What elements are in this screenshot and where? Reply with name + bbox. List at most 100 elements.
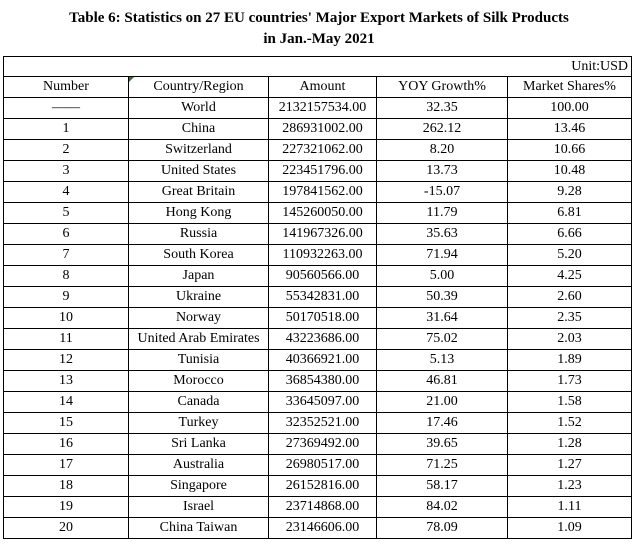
table-row: 19 Israel 23714868.00 84.02 1.11 xyxy=(3,496,633,518)
cell-yoy-growth: 39.65 xyxy=(376,433,508,455)
cell-number: 9 xyxy=(3,286,129,308)
header-number: Number xyxy=(3,76,129,98)
cell-amount: 26980517.00 xyxy=(268,454,377,476)
cell-country: China Taiwan xyxy=(128,517,269,539)
cell-number: 7 xyxy=(3,244,129,266)
cell-amount: 40366921.00 xyxy=(268,349,377,371)
table-row: 2 Switzerland 227321062.00 8.20 10.66 xyxy=(3,139,633,161)
cell-country: Japan xyxy=(128,265,269,287)
cell-country: United Arab Emirates xyxy=(128,328,269,350)
cell-number: 3 xyxy=(3,160,129,182)
cell-market-share: 1.27 xyxy=(506,454,633,476)
unit-row: Unit:USD xyxy=(2,56,633,77)
table-row: 8 Japan 90560566.00 5.00 4.25 xyxy=(3,265,633,287)
cell-amount: 33645097.00 xyxy=(268,391,377,413)
cell-country: World xyxy=(128,97,269,119)
cell-number: 18 xyxy=(3,475,129,497)
cell-yoy-growth: 31.64 xyxy=(376,307,508,329)
cell-market-share: 2.03 xyxy=(506,328,633,350)
cell-number: 11 xyxy=(3,328,129,350)
cell-number: 16 xyxy=(3,433,129,455)
cell-yoy-growth: 71.25 xyxy=(376,454,508,476)
cell-yoy-growth: 58.17 xyxy=(376,475,508,497)
cell-country: Singapore xyxy=(128,475,269,497)
table-row: 9 Ukraine 55342831.00 50.39 2.60 xyxy=(3,286,633,308)
cell-number: 2 xyxy=(3,139,129,161)
cell-yoy-growth: 50.39 xyxy=(376,286,508,308)
cell-number: 6 xyxy=(3,223,129,245)
cell-country: Sri Lanka xyxy=(128,433,269,455)
cell-market-share: 6.66 xyxy=(506,223,633,245)
cell-market-share: 10.48 xyxy=(506,160,633,182)
cell-number: 5 xyxy=(3,202,129,224)
cell-market-share: 1.09 xyxy=(506,517,633,539)
cell-country: Morocco xyxy=(128,370,269,392)
cell-amount: 286931002.00 xyxy=(268,118,377,140)
cell-number: 19 xyxy=(3,496,129,518)
cell-country: Great Britain xyxy=(128,181,269,203)
cell-country: Israel xyxy=(128,496,269,518)
table-title-line-1: Table 6: Statistics on 27 EU countries' … xyxy=(69,10,569,26)
cell-yoy-growth: 17.46 xyxy=(376,412,508,434)
cell-country: China xyxy=(128,118,269,140)
cell-yoy-growth: 84.02 xyxy=(376,496,508,518)
cell-country: Australia xyxy=(128,454,269,476)
cell-market-share: 10.66 xyxy=(506,139,633,161)
table-row: 13 Morocco 36854380.00 46.81 1.73 xyxy=(3,370,633,392)
table-title: Table 6: Statistics on 27 EU countries' … xyxy=(0,8,638,50)
cell-yoy-growth: 5.00 xyxy=(376,265,508,287)
cell-amount: 227321062.00 xyxy=(268,139,377,161)
table-row: 15 Turkey 32352521.00 17.46 1.52 xyxy=(3,412,633,434)
cell-country: Canada xyxy=(128,391,269,413)
cell-number: 4 xyxy=(3,181,129,203)
cell-country: Ukraine xyxy=(128,286,269,308)
table-title-line-2: in Jan.-May 2021 xyxy=(263,31,375,47)
cell-number: 10 xyxy=(3,307,129,329)
cell-amount: 50170518.00 xyxy=(268,307,377,329)
cell-amount: 36854380.00 xyxy=(268,370,377,392)
cell-yoy-growth: 13.73 xyxy=(376,160,508,182)
cell-country: United States xyxy=(128,160,269,182)
cell-amount: 55342831.00 xyxy=(268,286,377,308)
cell-number: 13 xyxy=(3,370,129,392)
cell-market-share: 100.00 xyxy=(506,97,633,119)
header-country: Country/Region xyxy=(128,76,269,98)
cell-country: Russia xyxy=(128,223,269,245)
header-market-share: Market Shares% xyxy=(506,76,633,98)
cell-amount: 27369492.00 xyxy=(268,433,377,455)
header-yoy-growth: YOY Growth% xyxy=(376,76,508,98)
cell-amount: 32352521.00 xyxy=(268,412,377,434)
cell-amount: 2132157534.00 xyxy=(268,97,377,119)
cell-country: Norway xyxy=(128,307,269,329)
cell-market-share: 5.20 xyxy=(506,244,633,266)
cell-market-share: 1.11 xyxy=(506,496,633,518)
cell-market-share: 13.46 xyxy=(506,118,633,140)
table-row: 6 Russia 141967326.00 35.63 6.66 xyxy=(3,223,633,245)
cell-market-share: 2.35 xyxy=(506,307,633,329)
cell-yoy-growth: 5.13 xyxy=(376,349,508,371)
table-row: 20 China Taiwan 23146606.00 78.09 1.09 xyxy=(3,517,633,539)
cell-country: Turkey xyxy=(128,412,269,434)
cell-market-share: 1.58 xyxy=(506,391,633,413)
cell-number: 14 xyxy=(3,391,129,413)
cell-yoy-growth: -15.07 xyxy=(376,181,508,203)
cell-number: 12 xyxy=(3,349,129,371)
cell-amount: 90560566.00 xyxy=(268,265,377,287)
cell-yoy-growth: 11.79 xyxy=(376,202,508,224)
cell-market-share: 1.89 xyxy=(506,349,633,371)
table-row: 7 South Korea 110932263.00 71.94 5.20 xyxy=(3,244,633,266)
cell-yoy-growth: 75.02 xyxy=(376,328,508,350)
cell-country: South Korea xyxy=(128,244,269,266)
cell-market-share: 1.28 xyxy=(506,433,633,455)
cell-amount: 145260050.00 xyxy=(268,202,377,224)
cell-market-share: 2.60 xyxy=(506,286,633,308)
cell-number: 1 xyxy=(3,118,129,140)
table-row: 14 Canada 33645097.00 21.00 1.58 xyxy=(3,391,633,413)
cell-market-share: 1.73 xyxy=(506,370,633,392)
table-row: 3 United States 223451796.00 13.73 10.48 xyxy=(3,160,633,182)
table-row: —— World 2132157534.00 32.35 100.00 xyxy=(3,97,633,119)
cell-market-share: 1.23 xyxy=(506,475,633,497)
cell-yoy-growth: 71.94 xyxy=(376,244,508,266)
export-markets-table: Unit:USD Number Country/Region Amount YO… xyxy=(2,56,633,539)
cell-yoy-growth: 262.12 xyxy=(376,118,508,140)
